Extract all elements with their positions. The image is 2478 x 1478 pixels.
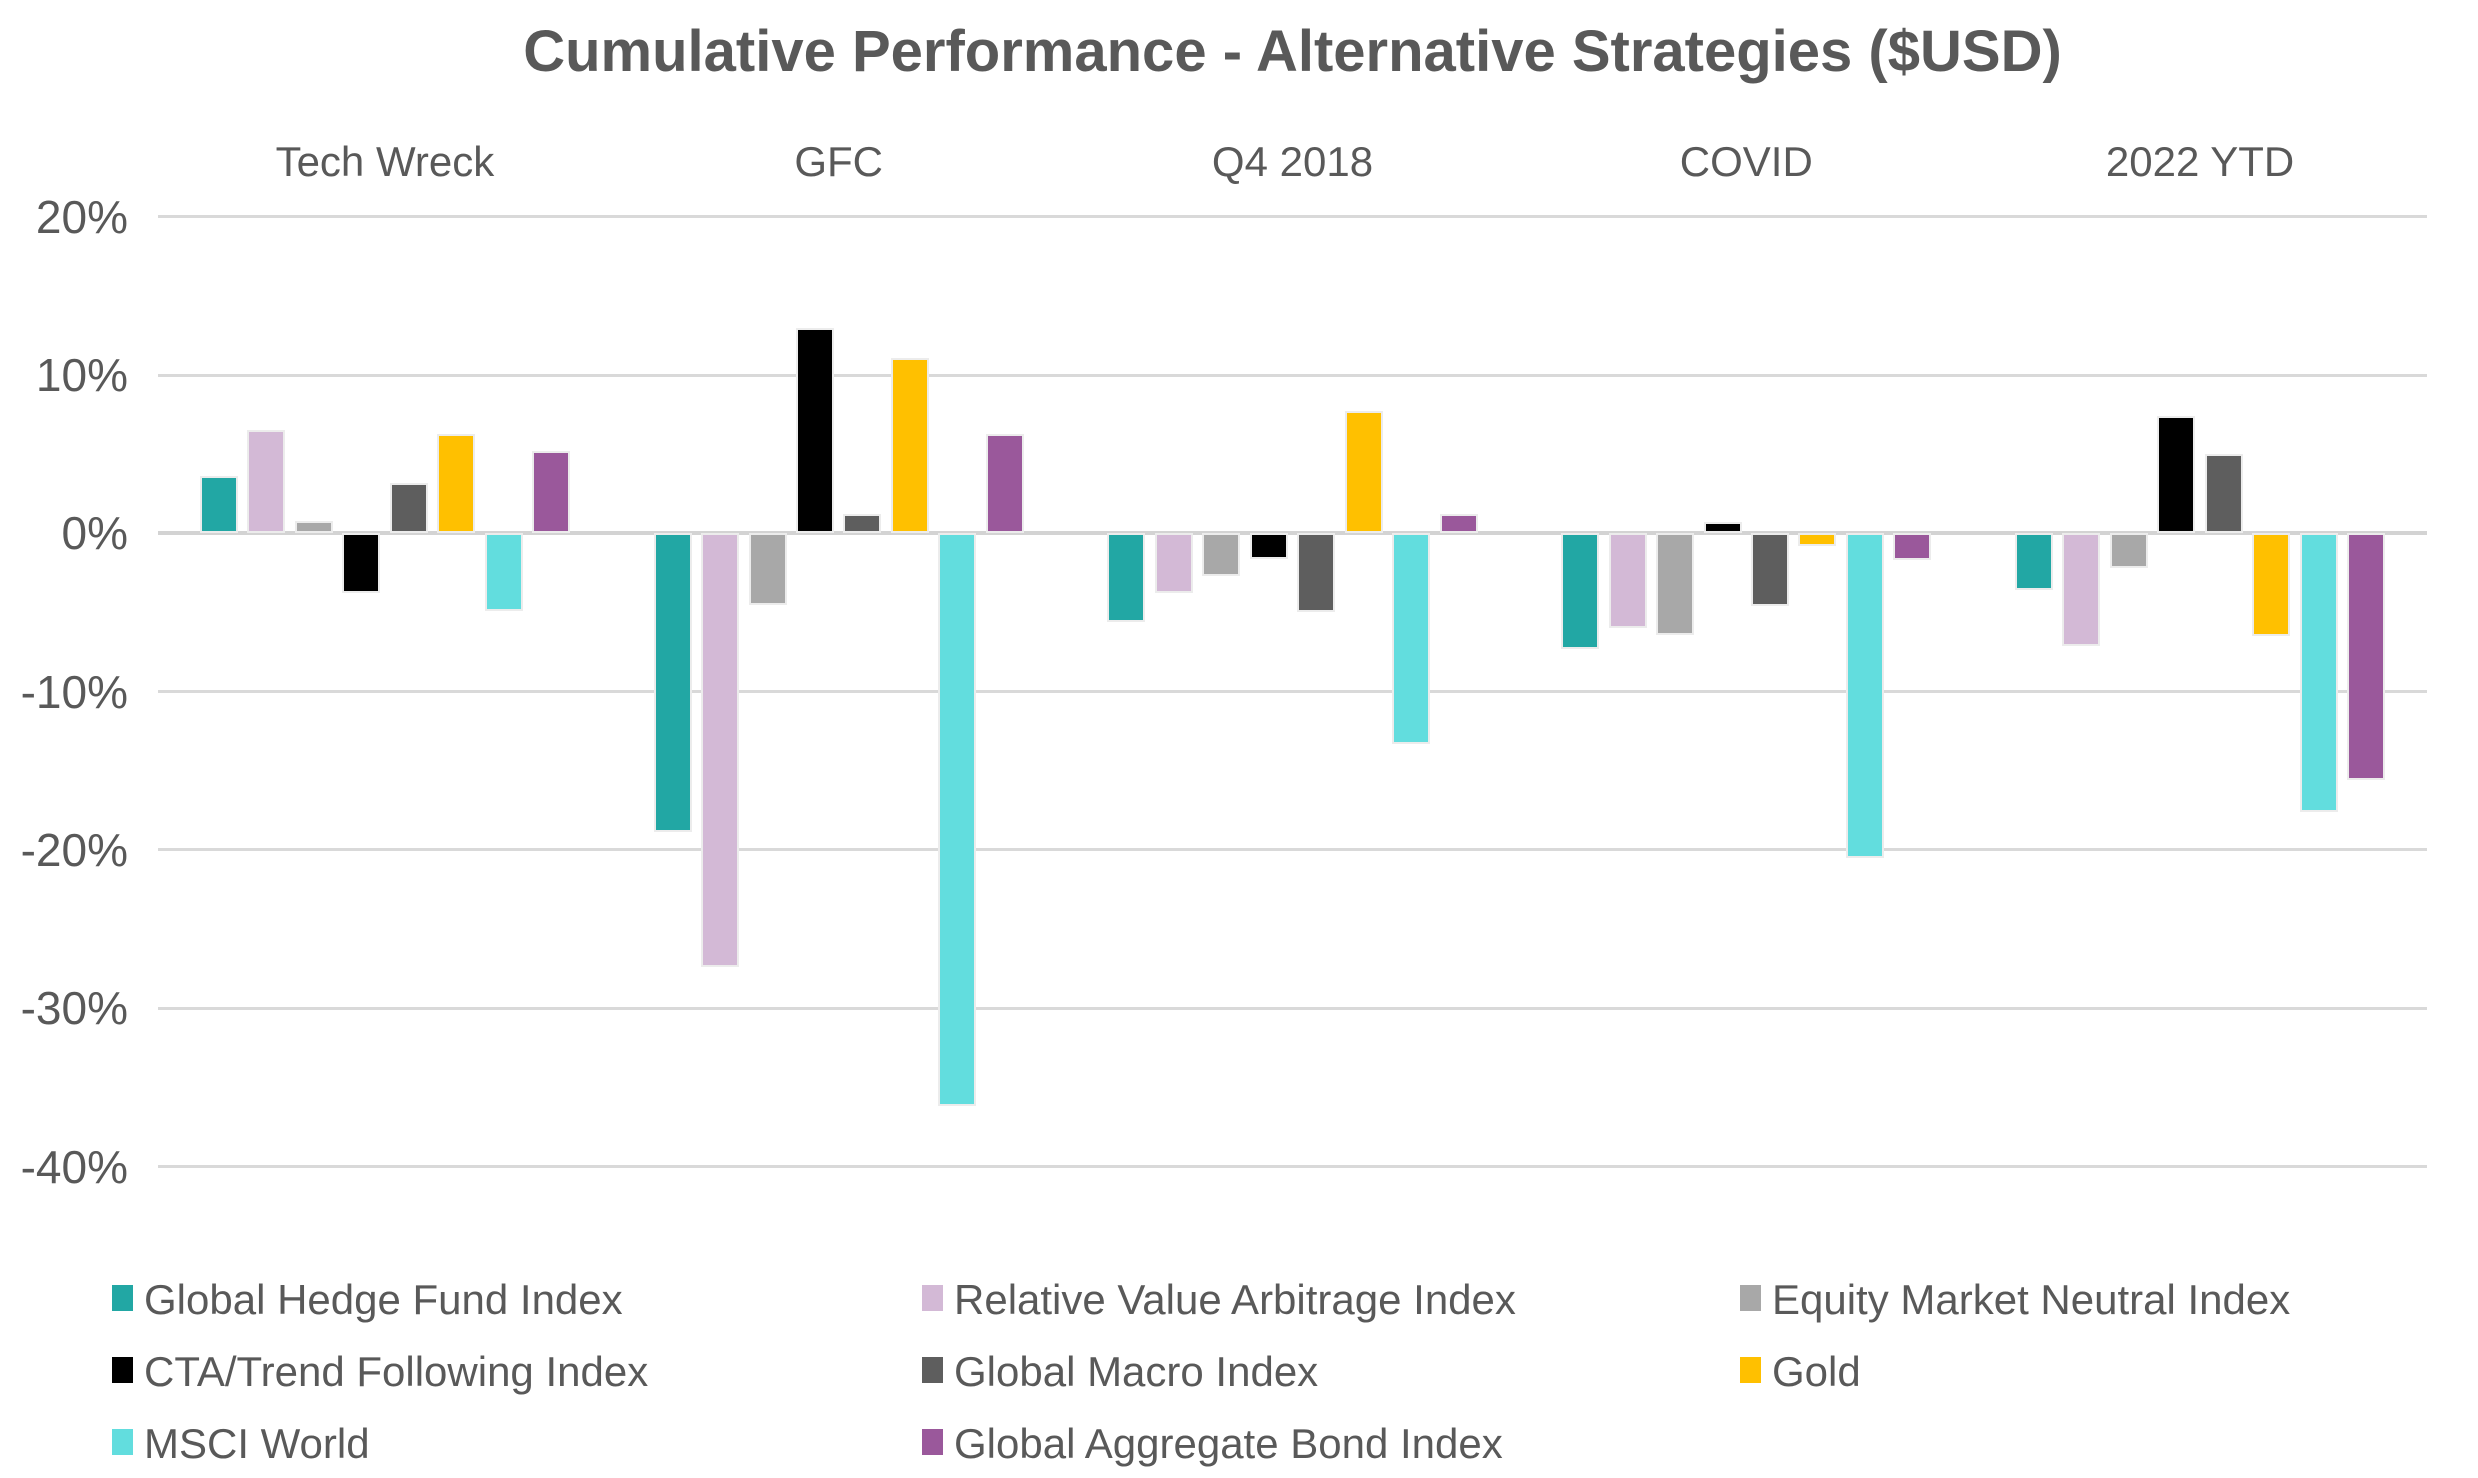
gridline: [158, 1006, 2427, 1010]
bar: [1439, 514, 1478, 534]
bar: [437, 433, 476, 534]
bar: [748, 533, 787, 605]
gridline: [158, 215, 2427, 219]
y-axis-label: -20%: [20, 823, 128, 876]
bar: [342, 533, 381, 594]
gridline: [158, 373, 2427, 377]
bar: [2062, 533, 2101, 646]
bar: [701, 533, 740, 968]
bar: [985, 433, 1024, 534]
bar: [2109, 533, 2148, 569]
bar: [294, 520, 333, 534]
legend-label: Global Hedge Fund Index: [144, 1276, 623, 1323]
bar: [938, 533, 977, 1107]
category-label: GFC: [794, 138, 884, 185]
bar: [1703, 522, 1742, 534]
category-label: COVID: [1679, 138, 1813, 185]
bar: [2252, 533, 2291, 637]
bar: [653, 533, 692, 833]
legend-swatch-icon: [112, 1357, 133, 1383]
bar: [1297, 533, 1336, 613]
bar: [199, 476, 238, 534]
category-label: Tech Wreck: [275, 138, 495, 185]
bar: [843, 514, 882, 534]
y-axis-label: 0%: [61, 507, 128, 560]
legend-swatch-icon: [1740, 1357, 1761, 1383]
legend-swatch-icon: [922, 1357, 943, 1383]
bar: [2204, 454, 2243, 534]
legend-swatch-icon: [922, 1429, 943, 1455]
bar: [1154, 533, 1193, 594]
bar: [247, 430, 286, 534]
bar: [1608, 533, 1647, 629]
legend-label: Equity Market Neutral Index: [1772, 1276, 2291, 1323]
bar: [484, 533, 523, 611]
bar: [2299, 533, 2338, 812]
bar: [1893, 533, 1932, 561]
y-axis-label: -30%: [20, 982, 128, 1035]
bar: [890, 357, 929, 534]
bar: [1845, 533, 1884, 858]
y-axis-label: -40%: [20, 1140, 128, 1193]
bar: [1798, 533, 1837, 546]
legend-label: MSCI World: [144, 1420, 370, 1467]
category-label: Q4 2018: [1211, 138, 1374, 185]
legend-label: Global Macro Index: [954, 1348, 1319, 1395]
bar: [1202, 533, 1241, 577]
category-label: 2022 YTD: [2105, 138, 2295, 185]
legend-swatch-icon: [922, 1285, 943, 1311]
bar: [389, 482, 428, 534]
legend-label: CTA/Trend Following Index: [144, 1348, 649, 1395]
y-axis-label: 20%: [35, 190, 128, 243]
bar: [1107, 533, 1146, 622]
bar: [2015, 533, 2054, 591]
legend-swatch-icon: [112, 1285, 133, 1311]
chart-title: Cumulative Performance - Alternative Str…: [523, 19, 2062, 84]
gridline: [158, 848, 2427, 852]
bar: [531, 450, 570, 534]
bar: [1751, 533, 1790, 607]
legend-label: Gold: [1772, 1348, 1861, 1395]
y-axis-label: 10%: [35, 349, 128, 401]
legend-label: Global Aggregate Bond Index: [954, 1420, 1503, 1467]
bar: [2157, 416, 2196, 534]
x-axis-zero-line: [158, 531, 2427, 536]
bar: [1344, 411, 1383, 534]
legend-label: Relative Value Arbitrage Index: [954, 1276, 1516, 1323]
gridline: [158, 690, 2427, 694]
bar: [1249, 533, 1288, 559]
legend-swatch-icon: [1740, 1285, 1761, 1311]
bar: [1392, 533, 1431, 744]
gridline: [158, 1165, 2427, 1168]
bar: [795, 327, 834, 534]
bar: [2347, 533, 2386, 781]
y-axis-label: -10%: [20, 665, 128, 718]
legend-swatch-icon: [112, 1429, 133, 1455]
bar: [1561, 533, 1600, 649]
bar: [1656, 533, 1695, 635]
